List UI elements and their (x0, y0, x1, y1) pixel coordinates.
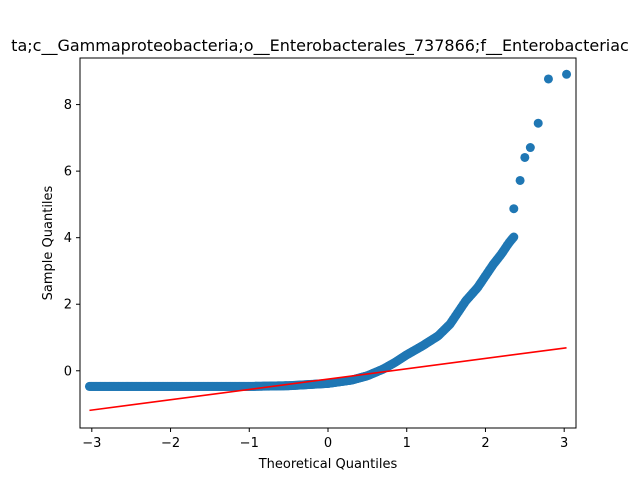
data-point (525, 143, 535, 153)
x-tick-label: 1 (403, 436, 411, 451)
data-point (515, 175, 525, 185)
x-tick-label: −2 (161, 436, 180, 451)
y-tick-label: 0 (64, 364, 72, 379)
x-tick-label: 2 (481, 436, 489, 451)
x-axis-label: Theoretical Quantiles (258, 457, 398, 472)
data-point (520, 152, 530, 162)
y-tick-label: 4 (64, 231, 72, 246)
y-axis-label: Sample Quantiles (41, 185, 56, 300)
x-tick-label: −3 (82, 436, 101, 451)
y-tick-label: 6 (64, 165, 72, 180)
y-tick-label: 2 (64, 298, 72, 313)
x-axis-ticks: −3 −2 −1 0 1 2 3 (82, 428, 568, 451)
data-point (509, 232, 519, 242)
chart-title: ta;c__Gammaproteobacteria;o__Enterobacte… (11, 36, 629, 56)
axes-frame (79, 57, 577, 429)
x-tick-label: 0 (324, 436, 332, 451)
y-tick-label: 8 (64, 98, 72, 113)
data-point (562, 69, 572, 79)
data-marks (84, 69, 572, 412)
data-point (543, 74, 553, 84)
data-point (509, 204, 519, 214)
x-tick-label: 3 (560, 436, 568, 451)
y-axis-ticks: 0 2 4 6 8 (64, 98, 80, 379)
data-point (533, 118, 543, 128)
reference-line (89, 347, 567, 412)
x-tick-label: −1 (240, 436, 259, 451)
